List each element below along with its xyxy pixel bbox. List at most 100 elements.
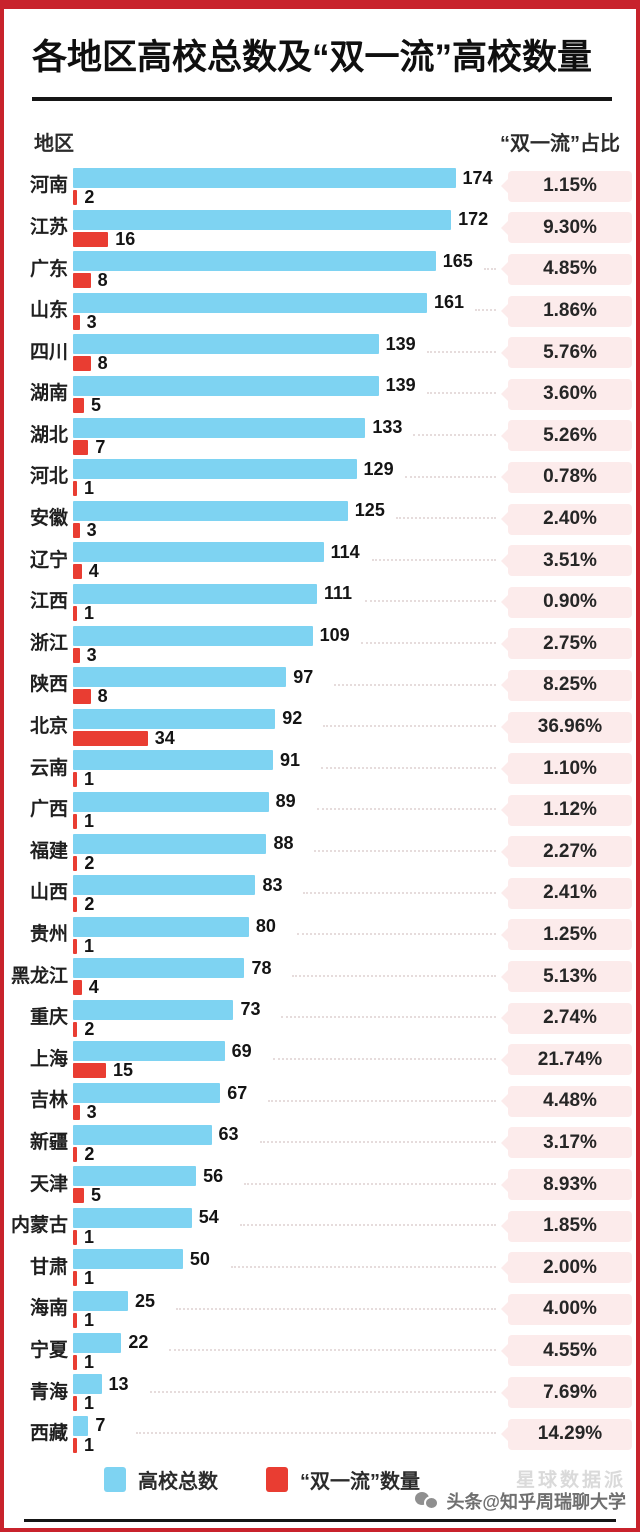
dfc-bar [73, 1105, 80, 1121]
region-label: 江苏 [29, 216, 68, 238]
leader-line [314, 850, 496, 852]
bar-area: 88 2 [73, 831, 498, 873]
region-label: 天津 [29, 1173, 68, 1195]
dfc-bar-line: 1 [73, 1310, 498, 1330]
dfc-bar-line: 2 [73, 853, 498, 873]
leader-line [483, 267, 496, 270]
ratio-badge-column: 5.76% [498, 337, 632, 369]
ratio-badge: 5.26% [508, 420, 632, 452]
total-bar-line: 50 [73, 1249, 498, 1270]
bar-area: 133 7 [73, 415, 498, 457]
chart-row: 甘肃 50 1 2.00% [6, 1247, 632, 1289]
dfc-value: 1 [84, 1351, 95, 1372]
ratio-badge: 4.55% [508, 1335, 632, 1367]
ratio-badge-column: 4.48% [498, 1085, 632, 1117]
leader-line [149, 1390, 496, 1393]
total-bar-line: 54 [73, 1207, 498, 1228]
ratio-badge-column: 4.00% [498, 1293, 632, 1325]
total-bar-line: 67 [73, 1083, 498, 1104]
bar-area: 78 4 [73, 956, 498, 998]
dfc-bar [73, 772, 77, 788]
leader-line [281, 1016, 496, 1019]
chart-row: 上海 69 15 21.74% [6, 1039, 632, 1081]
legend-total-swatch [104, 1466, 126, 1492]
bar-area: 139 8 [73, 332, 498, 374]
dfc-value: 1 [84, 810, 95, 831]
legend-total-label: 高校总数 [138, 1470, 218, 1493]
dfc-bar-line: 5 [73, 395, 498, 415]
leader-line [303, 891, 496, 894]
dfc-bar [73, 522, 80, 538]
legend-dfc-label: “双一流”数量 [300, 1470, 420, 1493]
total-value: 174 [462, 167, 493, 188]
ratio-badge-column: 2.41% [498, 877, 632, 909]
legend-total-pair: 高校总数 [104, 1465, 218, 1494]
total-value: 80 [255, 916, 276, 937]
total-value: 125 [354, 500, 385, 521]
region-label: 青海 [29, 1381, 68, 1403]
total-bar-line: 165 [73, 251, 498, 272]
chart-row: 北京 92 34 36.96% [6, 706, 632, 748]
ratio-badge-column: 1.15% [498, 170, 632, 202]
total-value: 78 [251, 957, 272, 978]
total-bar-line: 69 [73, 1040, 498, 1062]
watermark-text: 头条@知乎周瑞聊大学 [446, 1492, 626, 1512]
bar-area: 165 8 [73, 249, 498, 291]
chart-row: 西藏 7 1 14.29% [6, 1413, 632, 1455]
dfc-bar-line: 3 [73, 645, 498, 665]
region-label: 湖北 [29, 424, 68, 446]
dfc-bar-line: 3 [73, 311, 498, 332]
chart-row: 海南 25 1 4.00% [6, 1289, 632, 1331]
dfc-value: 7 [95, 436, 106, 457]
chart-row: 吉林 67 3 4.48% [6, 1081, 632, 1123]
total-bar-line: 139 [73, 375, 498, 396]
dfc-value: 1 [84, 478, 95, 499]
total-bar [73, 500, 348, 521]
total-bar-line: 161 [73, 292, 498, 313]
legend-dfc-swatch [266, 1466, 288, 1492]
ratio-badge-column: 1.10% [498, 753, 632, 785]
ratio-badge: 5.76% [508, 337, 632, 369]
total-value: 69 [231, 1040, 252, 1061]
dfc-bar-line: 2 [73, 1144, 498, 1164]
total-bar-line: 91 [73, 750, 498, 771]
dfc-bar [73, 1063, 106, 1079]
dfc-value: 15 [112, 1060, 133, 1081]
bar-area: 139 5 [73, 373, 498, 415]
leader-line [395, 517, 496, 520]
dfc-bar-line: 8 [73, 353, 498, 373]
chart-row: 广西 89 1 1.12% [6, 789, 632, 831]
total-bar-line: 80 [73, 916, 498, 937]
total-bar-line: 22 [73, 1332, 498, 1353]
ratio-badge: 8.25% [508, 669, 632, 701]
chart-row: 新疆 63 2 3.17% [6, 1122, 632, 1164]
leader-line [268, 1099, 496, 1102]
dfc-bar-line: 16 [73, 229, 498, 249]
total-bar [73, 1249, 183, 1270]
dfc-bar [73, 897, 78, 913]
ratio-badge: 1.12% [508, 794, 632, 826]
bar-area: 56 5 [73, 1164, 498, 1206]
watermark: 头条@知乎周瑞聊大学 [415, 1488, 626, 1514]
total-bar-line: 56 [73, 1166, 498, 1187]
ratio-badge: 14.29% [508, 1418, 632, 1450]
bar-area: 63 2 [73, 1122, 498, 1164]
total-bar [73, 251, 436, 272]
bar-area: 97 8 [73, 665, 498, 707]
region-label: 山东 [29, 300, 68, 322]
region-label: 四川 [29, 341, 68, 363]
ratio-badge-column: 2.40% [498, 503, 632, 535]
total-bar [73, 168, 456, 188]
dfc-value: 3 [86, 311, 97, 332]
ratio-badge: 1.25% [508, 919, 632, 951]
dfc-value: 2 [84, 187, 95, 207]
dfc-value: 4 [88, 977, 99, 998]
chart-row: 湖北 133 7 5.26% [6, 415, 632, 457]
total-bar-line: 129 [73, 459, 498, 480]
total-bar [73, 625, 313, 646]
region-label: 吉林 [29, 1090, 68, 1112]
total-bar [73, 667, 287, 688]
bar-area: 83 2 [73, 873, 498, 915]
ratio-badge: 0.78% [508, 461, 632, 493]
total-bar-line: 111 [73, 583, 498, 604]
